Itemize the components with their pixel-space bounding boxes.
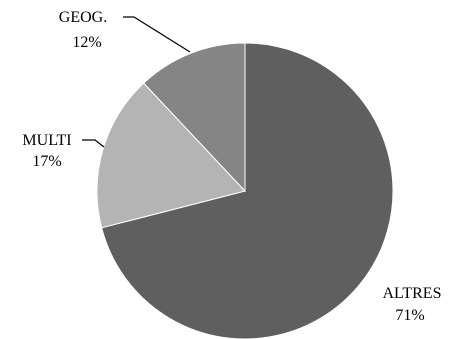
pie-slice-multi xyxy=(96,82,246,229)
leader-line-multi xyxy=(82,139,105,148)
slice-value-geog: 12% xyxy=(72,34,101,51)
pie-slices xyxy=(96,42,394,339)
leader-line-geog xyxy=(123,16,191,53)
pie-slice-geog xyxy=(142,42,246,193)
slice-label-multi: MULTI xyxy=(22,132,71,149)
slice-label-altres: ALTRES xyxy=(383,285,442,302)
slice-value-multi: 17% xyxy=(32,153,61,170)
slice-value-altres: 71% xyxy=(395,307,424,324)
slice-label-geog: GEOG. xyxy=(59,9,107,26)
pie-slice-altres xyxy=(101,42,394,339)
